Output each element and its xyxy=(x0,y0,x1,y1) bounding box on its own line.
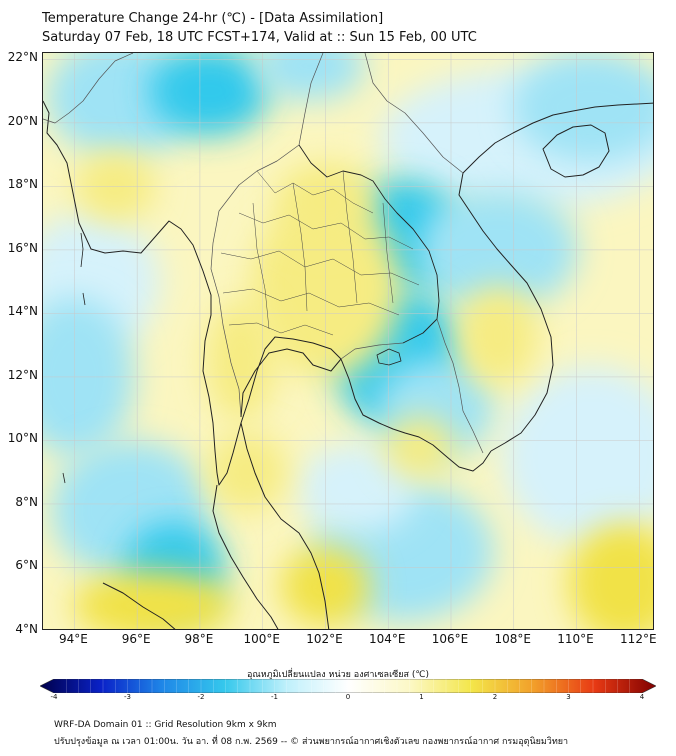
temperature-field xyxy=(43,53,653,629)
lon-tick-label: 108°E xyxy=(494,632,532,646)
andaman-islands xyxy=(62,232,86,484)
colorbar-tick-label: 0 xyxy=(345,693,351,701)
laos-thailand-border xyxy=(298,144,440,344)
tonle-sap-lake xyxy=(376,348,402,366)
coastlines-and-borders xyxy=(43,53,653,629)
colorbar-tick-label: 2 xyxy=(492,693,498,701)
lon-tick-label: 110°E xyxy=(557,632,594,646)
chart-title: Temperature Change 24-hr (℃) - [Data Ass… xyxy=(42,11,384,26)
lat-tick-label: 6°N xyxy=(15,558,38,573)
myanmar-coastline xyxy=(43,100,218,474)
lon-tick-label: 106°E xyxy=(431,632,469,646)
lat-tick-label: 22°N xyxy=(7,50,38,65)
lat-tick-label: 8°N xyxy=(15,494,38,509)
lat-tick-label: 14°N xyxy=(7,304,38,319)
cambodia-vietnam-border xyxy=(436,318,484,454)
malay-peninsula-coast xyxy=(212,484,279,629)
field-blob-15 xyxy=(502,366,653,547)
lat-tick-label: 20°N xyxy=(7,113,38,128)
vietnam-coast xyxy=(458,102,653,452)
colorbar-body xyxy=(40,679,656,693)
colorbar-tick-label: -3 xyxy=(124,693,131,701)
lat-tick-label: 4°N xyxy=(15,622,38,636)
colorbar-tick-label: -4 xyxy=(50,693,58,701)
field-blob-1 xyxy=(149,53,270,137)
hainan-coast xyxy=(542,124,610,178)
footer-model-info: WRF-DA Domain 01 :: Grid Resolution 9km … xyxy=(54,720,277,730)
sumatra-coast xyxy=(102,582,176,629)
lat-tick-label: 10°N xyxy=(7,431,38,446)
field-blob-23 xyxy=(72,570,233,629)
field-blob-2 xyxy=(254,53,365,101)
field-blob-19 xyxy=(205,301,276,422)
colorbar-tick-label: -1 xyxy=(271,693,278,701)
colorbar-tick-label: 4 xyxy=(639,693,645,701)
colorbar-tick-label: 3 xyxy=(566,693,571,701)
temperature-change-map xyxy=(43,53,653,629)
chart-subtitle: Saturday 07 Feb, 18 UTC FCST+174, Valid … xyxy=(42,30,477,45)
footer-credit: ปรับปรุงข้อมูล ณ เวลา 01:00น. วัน อา. ที… xyxy=(54,737,569,747)
colorbar xyxy=(40,679,656,693)
lat-tick-label: 18°N xyxy=(7,177,38,192)
lat-tick-label: 12°N xyxy=(7,367,38,382)
lon-tick-label: 96°E xyxy=(121,632,151,646)
colorbar-label: อุณหภูมิเปลี่ยนแปลง หน่วย องศาเซลเซียส (… xyxy=(246,670,430,680)
field-blob-20 xyxy=(207,432,287,513)
malay-peninsula-east-coast xyxy=(240,422,330,629)
graticule xyxy=(43,53,653,629)
myanmar-thailand-border xyxy=(210,53,324,418)
field-blob-21 xyxy=(458,285,539,386)
field-blob-25 xyxy=(384,416,455,477)
lon-tick-label: 104°E xyxy=(368,632,406,646)
lon-tick-label: 98°E xyxy=(184,632,214,646)
myanmar-west-border xyxy=(43,53,134,124)
cambodia-thailand-border xyxy=(340,342,404,360)
lat-tick-label: 16°N xyxy=(7,240,38,255)
field-blob-24 xyxy=(568,523,653,629)
field-blob-4 xyxy=(512,53,653,162)
lon-tick-label: 94°E xyxy=(58,632,88,646)
colorbar-tick-label: -2 xyxy=(197,693,205,701)
lon-tick-label: 100°E xyxy=(243,632,280,646)
field-blob-14 xyxy=(296,443,417,534)
colorbar-tick-label: 1 xyxy=(419,693,424,701)
thai-province-borders xyxy=(220,170,420,336)
lon-tick-label: 102°E xyxy=(306,632,343,646)
map-panel[interactable] xyxy=(42,52,654,630)
gulf-of-thailand-coast xyxy=(216,336,342,486)
lon-tick-label: 112°E xyxy=(620,632,657,646)
cambodia-coast xyxy=(340,358,492,472)
laos-vietnam-border xyxy=(364,53,464,174)
